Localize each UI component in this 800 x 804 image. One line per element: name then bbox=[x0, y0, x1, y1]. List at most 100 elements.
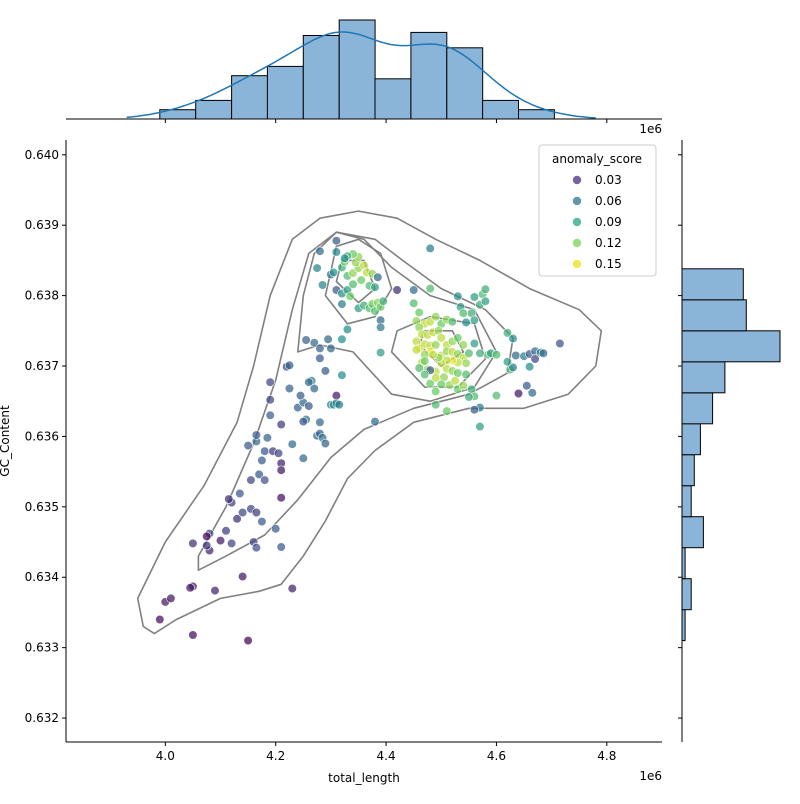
legend: anomaly_score 0.03 0.06 0.09 0.12 0.15 bbox=[538, 144, 657, 277]
scatter-point bbox=[257, 516, 267, 527]
scatter-point bbox=[414, 307, 424, 318]
scatter-point bbox=[522, 381, 532, 391]
scatter-point bbox=[453, 333, 463, 343]
top-marginal-histogram bbox=[159, 19, 555, 120]
scatter-point bbox=[232, 514, 242, 524]
scatter-point bbox=[287, 439, 297, 449]
scatter-point bbox=[276, 493, 286, 503]
top-marginal-offset-label: 1e6 bbox=[639, 122, 662, 136]
scatter-point bbox=[224, 494, 234, 504]
scatter-point bbox=[276, 419, 286, 430]
x-tick-label: 4.6 bbox=[487, 749, 506, 763]
scatter-point bbox=[315, 343, 325, 354]
y-hist-bar bbox=[681, 516, 704, 549]
x-tick-label: 4.0 bbox=[156, 749, 175, 763]
scatter-point bbox=[155, 614, 165, 625]
scatter-point bbox=[315, 353, 325, 363]
scatter-point bbox=[524, 362, 535, 372]
scatter-point bbox=[320, 366, 331, 376]
scatter-point bbox=[345, 291, 355, 301]
x-hist-bar bbox=[374, 78, 412, 120]
scatter-point bbox=[502, 357, 513, 367]
y-tick-label: 0.635 bbox=[25, 500, 59, 514]
scatter-point bbox=[331, 236, 342, 246]
scatter-point bbox=[491, 350, 502, 360]
scatter-point bbox=[304, 401, 314, 411]
scatter-point bbox=[326, 343, 336, 354]
y-tick-label: 0.634 bbox=[25, 570, 59, 584]
scatter-point bbox=[425, 243, 435, 253]
y-tick-label: 0.638 bbox=[25, 289, 59, 303]
scatter-point bbox=[235, 488, 245, 499]
scatter-point bbox=[453, 368, 463, 378]
scatter-point bbox=[271, 524, 281, 534]
kde-contour-4 bbox=[324, 238, 393, 325]
y-hist-bar bbox=[681, 423, 701, 456]
scatter-point bbox=[491, 391, 502, 401]
y-tick-label: 0.639 bbox=[25, 218, 59, 232]
x-tick-label: 4.2 bbox=[266, 749, 285, 763]
scatter-point bbox=[348, 279, 358, 289]
scatter-point bbox=[315, 246, 325, 256]
scatter-point bbox=[392, 285, 402, 295]
legend-title: anomaly_score bbox=[552, 152, 642, 166]
scatter-point bbox=[458, 308, 468, 318]
scatter-point bbox=[331, 247, 342, 257]
legend-entry-label: 0.03 bbox=[595, 173, 622, 187]
x-tick-label: 4.4 bbox=[377, 749, 396, 763]
scatter-point bbox=[188, 538, 198, 549]
scatter-point bbox=[431, 386, 441, 397]
scatter-point bbox=[409, 298, 419, 308]
x-hist-bar bbox=[302, 35, 340, 120]
scatter-point bbox=[284, 383, 295, 394]
scatter-point bbox=[342, 324, 353, 335]
y-tick-label: 0.637 bbox=[25, 359, 59, 373]
kde-contour-1 bbox=[136, 210, 603, 635]
scatter-point bbox=[469, 292, 480, 302]
scatter-point bbox=[320, 438, 331, 449]
scatter-point bbox=[469, 405, 480, 415]
y-tick-label: 0.632 bbox=[25, 711, 59, 725]
scatter-point bbox=[461, 369, 471, 380]
scatter-point bbox=[436, 333, 446, 343]
scatter-point bbox=[464, 392, 474, 402]
scatter-point bbox=[243, 441, 253, 451]
x-hist-bar bbox=[338, 19, 376, 120]
legend-items: 0.03 0.06 0.09 0.12 0.15 bbox=[572, 173, 622, 271]
x-ticks: 4.0 4.2 4.4 4.6 4.8 bbox=[156, 742, 616, 763]
scatter-point bbox=[513, 388, 524, 399]
right-marginal-histogram bbox=[681, 268, 781, 642]
x-axis-label: total_length bbox=[328, 771, 400, 785]
scatter-point bbox=[243, 635, 253, 646]
scatter-point bbox=[538, 348, 549, 358]
scatter-point bbox=[202, 531, 212, 542]
scatter-point bbox=[265, 410, 275, 420]
scatter-point bbox=[295, 391, 306, 401]
y-hist-bar bbox=[681, 392, 714, 425]
scatter-point bbox=[284, 360, 295, 370]
scatter-point bbox=[298, 453, 308, 463]
y-hist-bar bbox=[681, 299, 747, 332]
scatter-point bbox=[527, 388, 537, 398]
scatter-point bbox=[238, 507, 248, 518]
scatter-point bbox=[251, 430, 261, 440]
top-marginal-ticks bbox=[164, 119, 608, 123]
scatter-points bbox=[155, 236, 565, 646]
scatter-point bbox=[475, 348, 485, 358]
scatter-point bbox=[238, 571, 248, 582]
legend-marker bbox=[572, 238, 582, 248]
scatter-point bbox=[298, 417, 308, 427]
x-hist-bar bbox=[446, 47, 484, 120]
scatter-point bbox=[376, 348, 386, 358]
y-hist-bar bbox=[681, 578, 692, 611]
scatter-point bbox=[453, 291, 463, 301]
scatter-point bbox=[185, 583, 195, 593]
scatter-point bbox=[414, 363, 424, 373]
scatter-point bbox=[262, 433, 273, 443]
scatter-point bbox=[356, 275, 366, 285]
scatter-point bbox=[508, 334, 518, 344]
y-hist-bar bbox=[681, 330, 781, 363]
x-tick-label: 4.8 bbox=[597, 749, 616, 763]
scatter-point bbox=[340, 253, 350, 263]
